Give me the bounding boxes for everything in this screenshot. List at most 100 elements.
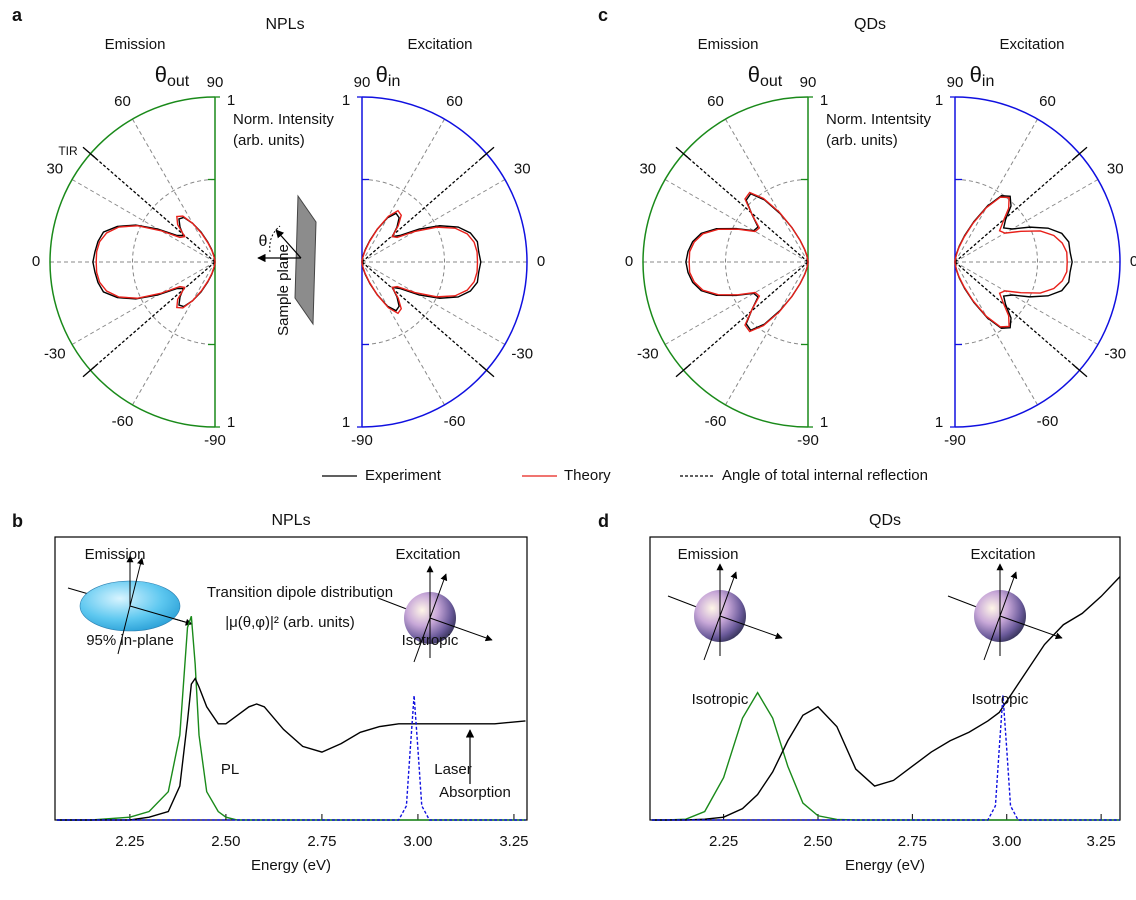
angle-grid: [361, 261, 506, 345]
angle-axis: [954, 96, 1121, 428]
tir-tick: [1072, 146, 1088, 160]
angle-tick-label: 90: [354, 74, 371, 91]
x-axis-label: Energy (eV): [251, 857, 331, 874]
angle-tick-label: 60: [1039, 93, 1056, 110]
radial-tick-label: 1: [227, 92, 235, 109]
polar-chart: 9060300-30-60-9011EmissionθoutQDscNorm. …: [598, 5, 932, 449]
radial-axis-label: Norm. Intensity: [233, 111, 334, 128]
theta-label: θout: [155, 62, 190, 90]
angle-tick-label: 30: [1107, 160, 1124, 177]
angle-tick-label: -90: [944, 432, 966, 449]
sample-diagram: θ Sample plane: [257, 194, 317, 336]
polar-curve: [954, 196, 1068, 328]
x-tick-label: 2.25: [709, 833, 738, 850]
x-tick-label: 2.75: [307, 833, 336, 850]
tir-tick: [479, 146, 495, 160]
tir-tick: [675, 146, 691, 160]
angle-tick-label: 90: [947, 74, 964, 91]
angle-tick-label: 60: [114, 93, 131, 110]
theta-sub: out: [167, 73, 190, 90]
spectrum-line: [651, 691, 1120, 821]
angle-tick-label: -60: [112, 413, 134, 430]
x-tick-label: 3.00: [992, 833, 1021, 850]
radial-axis-label: Norm. Intentsity: [826, 111, 932, 128]
angle-axis: [49, 96, 216, 428]
series-label: PL: [221, 761, 239, 778]
angle-tick-label: 0: [1130, 253, 1136, 270]
angle-tick-label: -30: [511, 345, 533, 362]
theta-sub: in: [388, 73, 400, 90]
excitation-shape: Isotropic: [402, 632, 459, 649]
radial-tick-label: 1: [820, 414, 828, 431]
tir-line: [683, 261, 809, 371]
series-label: Absorption: [439, 784, 511, 801]
line-chart: 2.25 2.50 2.75 3.00 3.25 Energy (eV) NPLs b PL Ab…: [12, 511, 529, 874]
angle-tick-label: -60: [705, 413, 727, 430]
angle-grid: [361, 261, 445, 406]
icon-axis: [429, 617, 493, 642]
radial-tick-label: 1: [227, 414, 235, 431]
emission-shape: Isotropic: [692, 691, 749, 708]
chart-title: Excitation: [999, 36, 1064, 53]
angle-axis: [361, 96, 528, 428]
chart-title: Emission: [698, 36, 759, 53]
legend-label: Experiment: [365, 467, 442, 484]
excitation-label: Excitation: [970, 546, 1035, 563]
angle-tick-label: 30: [46, 160, 63, 177]
emission-label: Emission: [85, 546, 146, 563]
x-tick-label: 2.25: [115, 833, 144, 850]
legend: Experiment Theory Angle of total interna…: [322, 467, 928, 484]
angle-tick-label: 90: [800, 74, 817, 91]
angle-grid: [132, 261, 216, 406]
angle-tick-label: -30: [44, 345, 66, 362]
diagram-theta: θ: [259, 233, 268, 250]
polar-curve: [361, 209, 479, 315]
tir-line: [954, 261, 1080, 371]
angle-tick-label: 0: [625, 253, 633, 270]
panel-label: c: [598, 5, 608, 25]
angle-tick-label: 90: [207, 74, 224, 91]
angle-grid: [71, 261, 216, 345]
line-chart: 2.25 2.50 2.75 3.00 3.25 Energy (eV) QDs d Emiss…: [598, 511, 1121, 874]
angle-tick-label: -90: [351, 432, 373, 449]
radial-tick-label: 1: [820, 92, 828, 109]
chart-title: Excitation: [407, 36, 472, 53]
spectrum-line: [56, 695, 526, 821]
spectrum-line: [651, 695, 1120, 821]
radial-axis-label: (arb. units): [826, 132, 898, 149]
x-axis-label: Energy (eV): [845, 857, 925, 874]
theta-symbol: θ: [748, 62, 760, 87]
angle-tick-label: 0: [537, 253, 545, 270]
polar-curve: [688, 191, 809, 333]
angle-tick-label: 0: [32, 253, 40, 270]
angle-grid: [954, 261, 1099, 345]
theta-sub: out: [760, 73, 783, 90]
tir-tick: [82, 364, 98, 378]
polar-curve: [685, 192, 809, 332]
tir-line: [361, 153, 487, 263]
angle-grid: [725, 261, 809, 406]
polar-chart: 9060300-30-60-9011EmissionθoutNPLsaNorm.…: [12, 5, 334, 449]
angle-tick-label: 60: [707, 93, 724, 110]
icon-axis: [999, 615, 1063, 640]
radial-axis-label: (arb. units): [233, 132, 305, 149]
panel-label: b: [12, 511, 23, 531]
icon-axis: [703, 571, 738, 661]
tir-line: [90, 153, 216, 263]
x-tick-label: 3.25: [1087, 833, 1116, 850]
radial-tick-label: 1: [935, 414, 943, 431]
angle-axis: [642, 96, 809, 428]
angle-tick-label: 30: [639, 160, 656, 177]
angle-tick-label: -60: [444, 413, 466, 430]
tir-line: [90, 261, 216, 371]
radial-grid: [132, 179, 216, 345]
legend-label: Angle of total internal reflection: [722, 467, 928, 484]
angle-tick-label: -30: [1104, 345, 1126, 362]
angle-tick-label: -90: [204, 432, 226, 449]
radial-grid: [725, 179, 809, 345]
theta-label: θin: [376, 62, 401, 90]
diagram-label: Sample plane: [275, 244, 292, 336]
tir-line: [954, 153, 1080, 263]
angle-arrow: [275, 229, 302, 259]
